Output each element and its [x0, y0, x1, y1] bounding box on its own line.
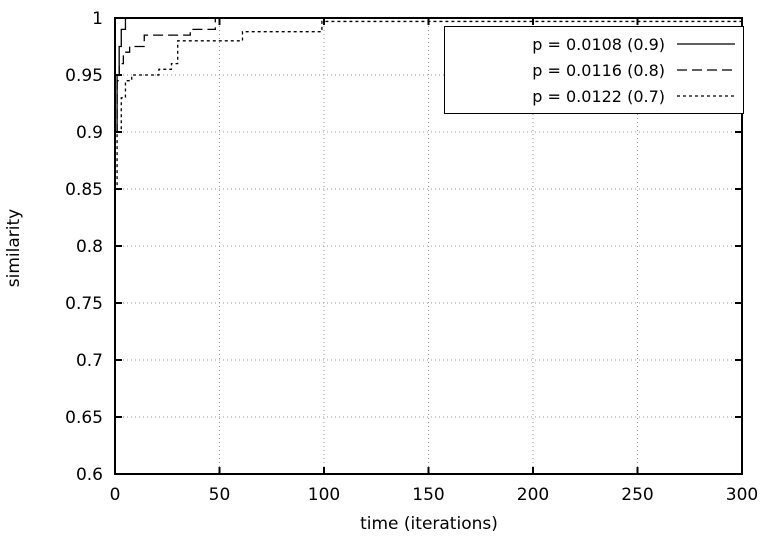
legend-label: p = 0.0108 (0.9) — [532, 34, 665, 54]
svg-text:0.6: 0.6 — [76, 465, 103, 485]
svg-text:50: 50 — [209, 485, 231, 505]
svg-text:0.65: 0.65 — [65, 408, 103, 428]
svg-text:0.8: 0.8 — [76, 237, 103, 257]
svg-text:250: 250 — [621, 485, 653, 505]
svg-text:0.85: 0.85 — [65, 180, 103, 200]
legend-line-sample-dotted — [677, 94, 735, 98]
svg-text:0.95: 0.95 — [65, 66, 103, 86]
legend-entry: p = 0.0108 (0.9) — [453, 31, 735, 57]
legend-label: p = 0.0116 (0.8) — [532, 60, 665, 80]
legend-line-sample-solid — [677, 42, 735, 46]
legend-entry: p = 0.0122 (0.7) — [453, 83, 735, 109]
x-axis-label: time (iterations) — [360, 514, 498, 534]
legend: p = 0.0108 (0.9) p = 0.0116 (0.8) p = 0.… — [444, 26, 744, 114]
svg-text:1: 1 — [92, 9, 103, 29]
svg-text:0.9: 0.9 — [76, 123, 103, 143]
svg-text:150: 150 — [412, 485, 444, 505]
svg-text:300: 300 — [726, 485, 758, 505]
legend-entry: p = 0.0116 (0.8) — [453, 57, 735, 83]
legend-line-sample-dashed — [677, 68, 735, 72]
svg-text:100: 100 — [308, 485, 340, 505]
legend-label: p = 0.0122 (0.7) — [532, 86, 665, 106]
svg-text:0.7: 0.7 — [76, 351, 103, 371]
svg-text:200: 200 — [517, 485, 549, 505]
svg-text:0: 0 — [110, 485, 121, 505]
y-axis-label: similarity — [4, 208, 24, 288]
svg-text:0.75: 0.75 — [65, 294, 103, 314]
